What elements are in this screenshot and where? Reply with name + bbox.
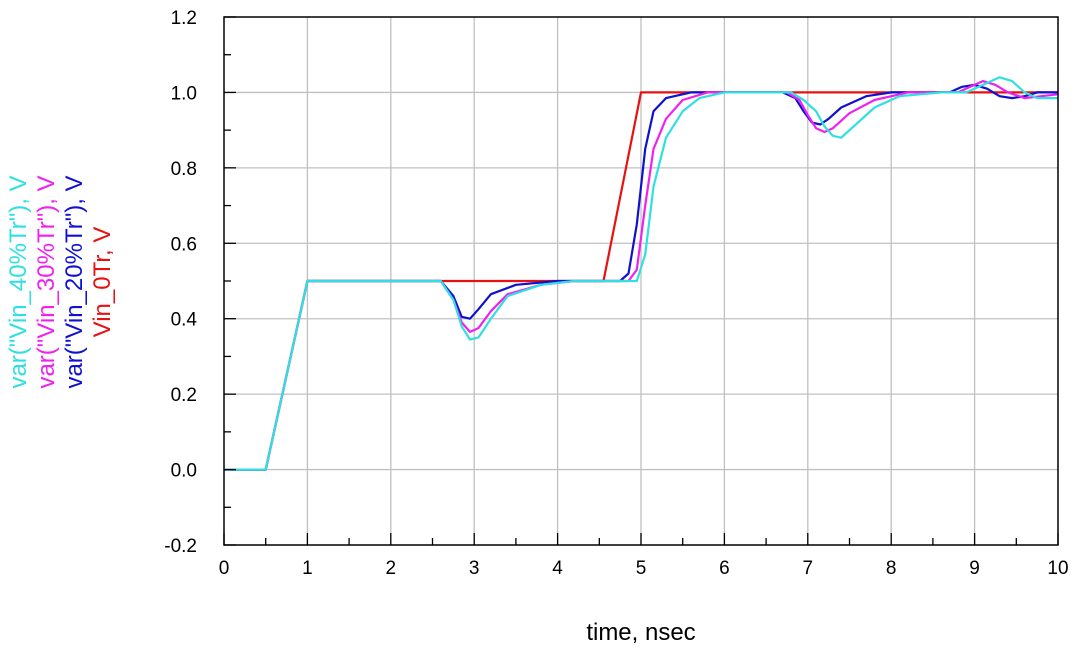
- legend-label-vin-20tr: var("Vin_20%Tr"), V: [61, 175, 88, 388]
- y-tick-label: 1.2: [171, 8, 197, 29]
- legend-label-vin-30tr: var("Vin_30%Tr"), V: [33, 175, 60, 388]
- y-tick-label: 0.4: [171, 310, 198, 331]
- series-vin-40tr-line: [224, 76, 1058, 471]
- x-axis-title: time, nsec: [586, 619, 695, 646]
- x-tick-label: 4: [552, 558, 563, 579]
- x-tick-labels: 0 1 2 3 4 5 6 7 8 9 10: [219, 558, 1069, 579]
- axis-ticks: [223, 16, 1059, 546]
- series-lines: [224, 76, 1059, 471]
- x-tick-label: 0: [219, 558, 230, 579]
- x-tick-label: 10: [1047, 558, 1068, 579]
- series-vin-30tr-line: [224, 80, 1059, 471]
- y-tick-label: 0.8: [171, 159, 197, 180]
- x-tick-label: 2: [386, 558, 397, 579]
- x-tick-label: 6: [719, 558, 730, 579]
- x-tick-label: 5: [636, 558, 647, 579]
- y-tick-label: 0.6: [171, 234, 197, 255]
- x-tick-label: 9: [969, 558, 980, 579]
- x-tick-label: 8: [886, 558, 897, 579]
- x-tick-label: 7: [803, 558, 814, 579]
- y-tick-label: 1.0: [171, 83, 197, 104]
- legend-label-vin-40tr: var("Vin_40%Tr"), V: [5, 175, 32, 388]
- x-tick-label: 3: [469, 558, 480, 579]
- legend-label-vin-0tr: Vin_0Tr, V: [89, 227, 116, 338]
- y-tick-label: 0.2: [171, 385, 197, 406]
- y-tick-labels: -0.2 0.0 0.2 0.4 0.6 0.8 1.0 1.2: [164, 8, 197, 557]
- y-tick-label: 0.0: [171, 461, 197, 482]
- x-tick-label: 1: [302, 558, 313, 579]
- y-tick-label: -0.2: [164, 536, 197, 557]
